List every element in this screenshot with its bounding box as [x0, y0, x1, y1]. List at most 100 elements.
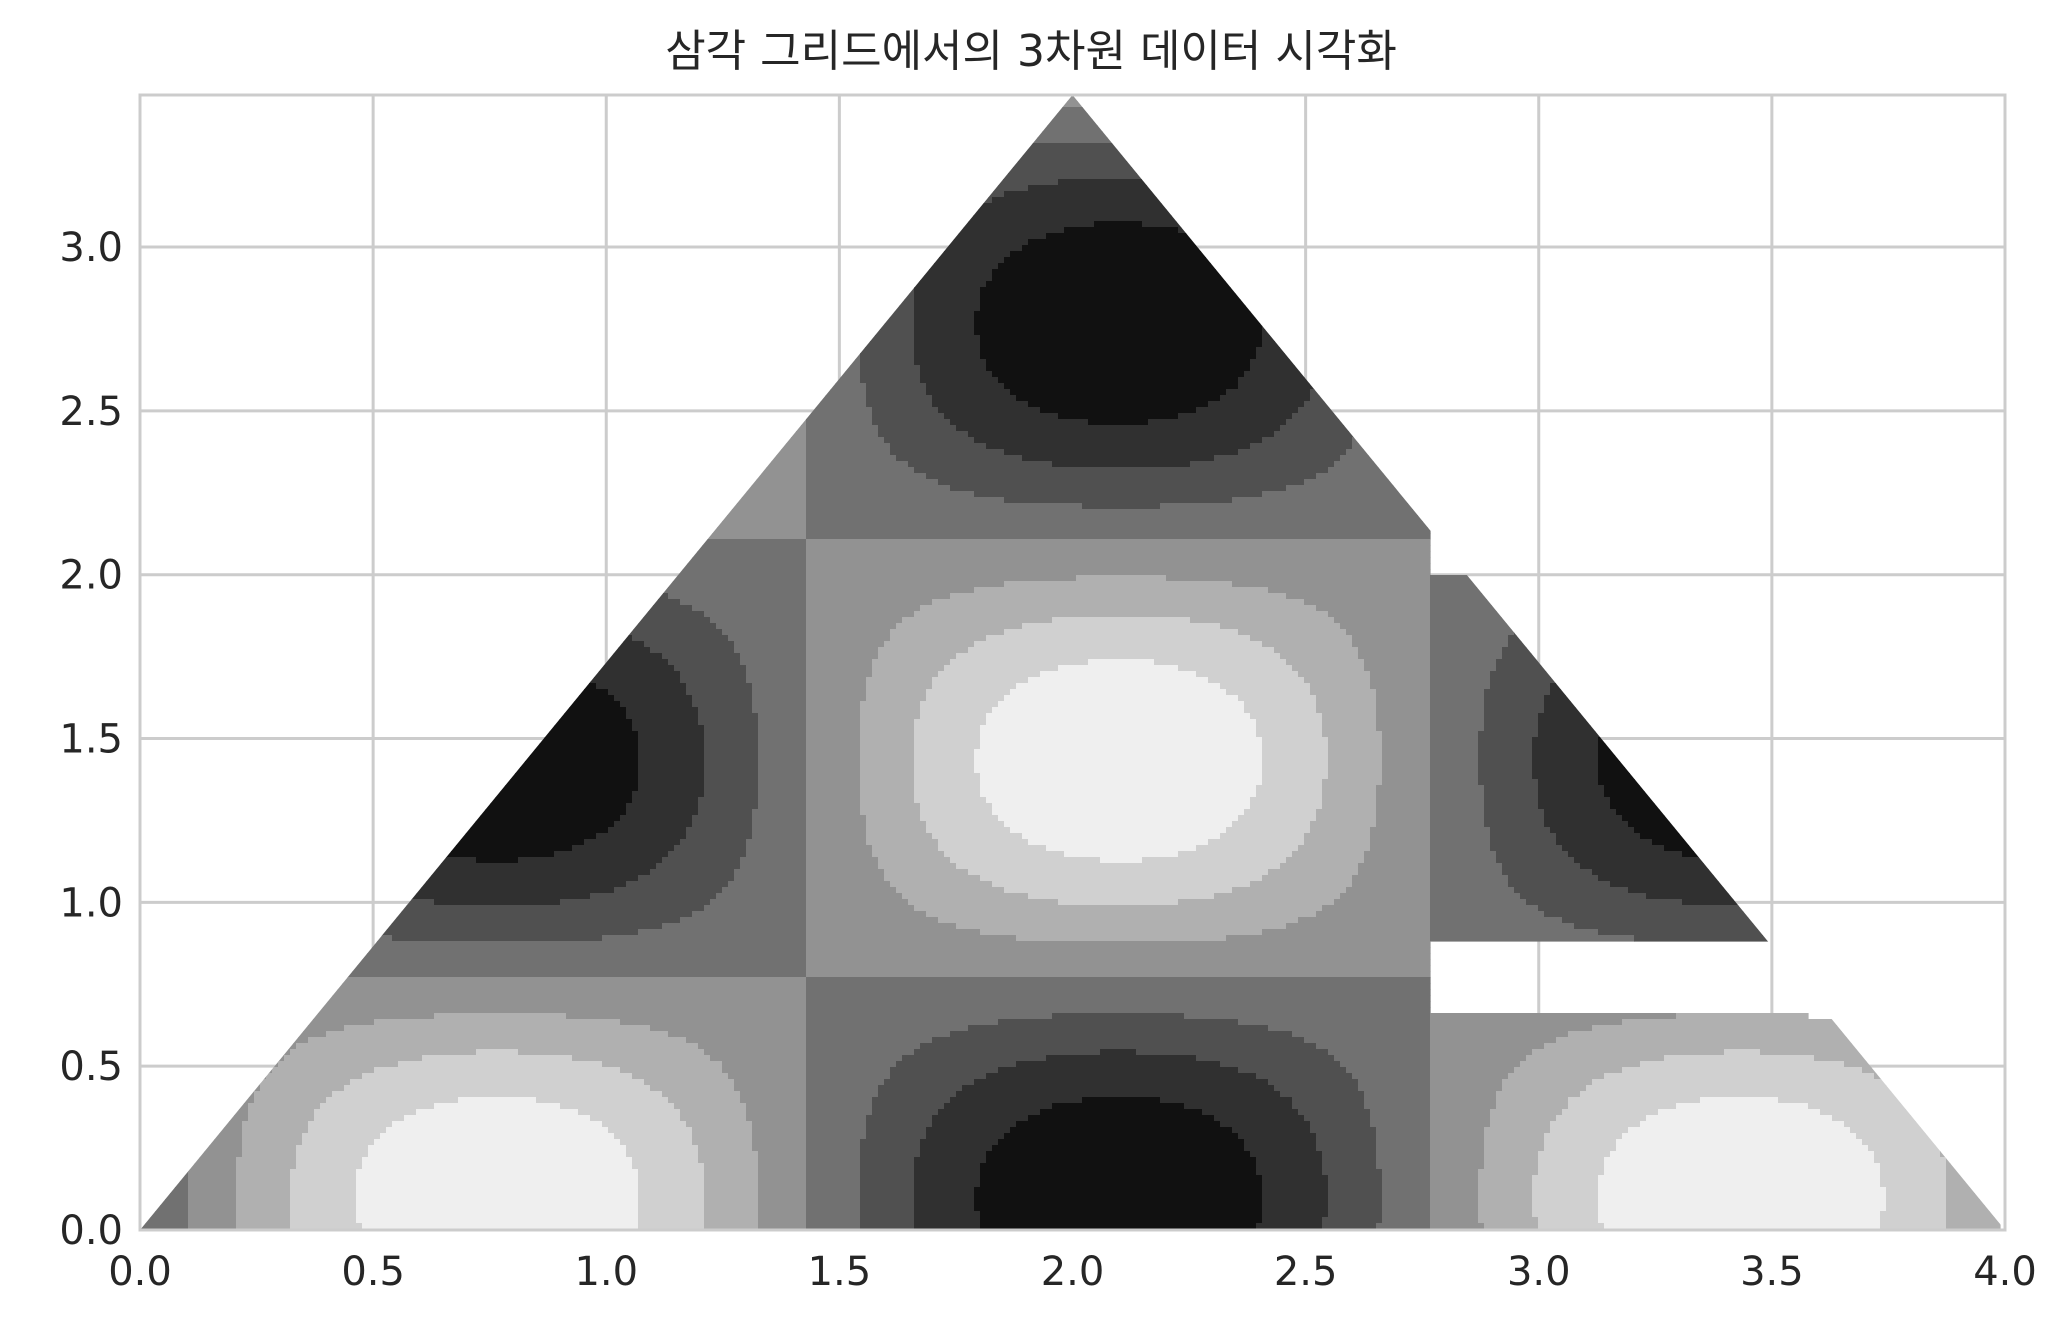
contour-cell	[860, 1187, 915, 1194]
contour-cell	[806, 1127, 867, 1134]
contour-cell	[290, 1193, 357, 1200]
contour-cell	[860, 707, 921, 714]
contour-cell	[1160, 1097, 1293, 1104]
contour-cell	[920, 1151, 987, 1158]
contour-cell	[1430, 725, 1485, 732]
contour-cell	[974, 437, 1263, 444]
contour-cell	[806, 605, 921, 612]
contour-cell	[1382, 755, 1431, 762]
contour-cell	[1334, 1055, 1431, 1062]
contour-cell	[1370, 845, 1431, 852]
contour-cell	[1478, 1169, 1539, 1176]
contour-cell	[914, 1157, 987, 1164]
contour-cell	[680, 917, 807, 924]
contour-cell	[914, 299, 981, 306]
contour-cell	[746, 839, 807, 846]
contour-cell	[290, 1205, 357, 1212]
contour-cell	[860, 731, 915, 738]
contour-cell	[1382, 1205, 1431, 1212]
contour-cell	[1430, 1205, 1479, 1212]
contour-cell	[1238, 629, 1347, 636]
contour-cell	[914, 1217, 981, 1224]
contour-cell	[1382, 743, 1431, 750]
contour-cell	[1376, 785, 1431, 792]
contour-cell	[806, 1133, 867, 1140]
contour-cell	[344, 1085, 651, 1092]
contour-cell	[476, 1049, 519, 1056]
contour-cell	[1328, 737, 1383, 744]
contour-cell	[758, 1211, 807, 1218]
contour-cell	[638, 1175, 705, 1182]
contour-cell	[806, 665, 873, 672]
contour-cell	[704, 761, 759, 768]
contour-cell	[1256, 1163, 1323, 1170]
contour-cell	[626, 881, 729, 888]
contour-cell	[1430, 797, 1485, 804]
contour-cell	[1616, 1139, 1863, 1146]
contour-cell	[698, 809, 753, 816]
contour-cell	[1478, 743, 1533, 750]
contour-cell	[692, 695, 753, 702]
contour-cell	[1484, 1139, 1545, 1146]
contour-cell	[1598, 1181, 1881, 1188]
contour-cell	[1430, 779, 1479, 786]
contour-cell	[806, 575, 1077, 582]
contour-cell	[1430, 749, 1479, 756]
contour-cell	[758, 785, 807, 792]
contour-cell	[1874, 1151, 1941, 1158]
contour-cell	[1244, 707, 1317, 714]
contour-cell	[926, 689, 1011, 696]
contour-cell	[1322, 719, 1377, 726]
contour-cell	[1376, 821, 1431, 828]
contour-cell	[602, 1121, 687, 1128]
contour-cell	[1262, 1199, 1329, 1206]
contour-cell	[1268, 587, 1431, 594]
contour-cell	[1430, 689, 1485, 696]
contour-cell	[974, 749, 1263, 756]
contour-cell	[1484, 803, 1539, 810]
contour-cell	[806, 917, 939, 924]
contour-cell	[638, 743, 705, 750]
contour-cell	[1430, 917, 1563, 924]
contour-cell	[1364, 665, 1431, 672]
contour-cell	[296, 1157, 363, 1164]
contour-cell	[878, 653, 957, 660]
contour-cell	[1544, 1145, 1617, 1152]
contour-cell	[1430, 839, 1491, 846]
contour-cell	[1532, 749, 1599, 756]
contour-cell	[566, 1013, 807, 1020]
contour-cell	[1430, 1031, 1569, 1038]
contour-cell	[806, 761, 861, 768]
contour-cell	[518, 1049, 705, 1056]
contour-cell	[662, 1091, 741, 1098]
contour-cell	[992, 275, 1251, 282]
contour-cell	[1322, 1169, 1383, 1176]
contour-cell	[1430, 629, 1515, 636]
contour-cell	[1352, 881, 1431, 888]
contour-cell	[950, 593, 1287, 600]
contour-cell	[278, 1061, 399, 1068]
contour-cell	[392, 1121, 603, 1128]
contour-cell	[290, 1199, 357, 1206]
contour-cell	[806, 737, 861, 744]
contour-cell	[980, 791, 1257, 798]
contour-cell	[296, 1043, 699, 1050]
contour-cell	[1316, 911, 1431, 918]
contour-cell	[806, 407, 873, 414]
contour-cell	[932, 677, 1029, 684]
contour-cell	[1880, 1163, 1947, 1170]
contour-cell	[1478, 1187, 1533, 1194]
contour-cell	[1484, 785, 1539, 792]
contour-cell	[1430, 1175, 1479, 1182]
contour-cell	[914, 1163, 981, 1170]
contour-cell	[638, 767, 705, 774]
contour-cell	[1484, 1163, 1539, 1170]
contour-cell	[608, 827, 687, 834]
contour-cell	[1430, 701, 1485, 708]
contour-cell	[1484, 707, 1545, 714]
contour-cell	[614, 821, 693, 828]
contour-cell	[638, 731, 705, 738]
contour-cell	[1514, 1067, 1623, 1074]
contour-cell	[860, 365, 921, 372]
contour-cell	[1346, 1067, 1431, 1074]
